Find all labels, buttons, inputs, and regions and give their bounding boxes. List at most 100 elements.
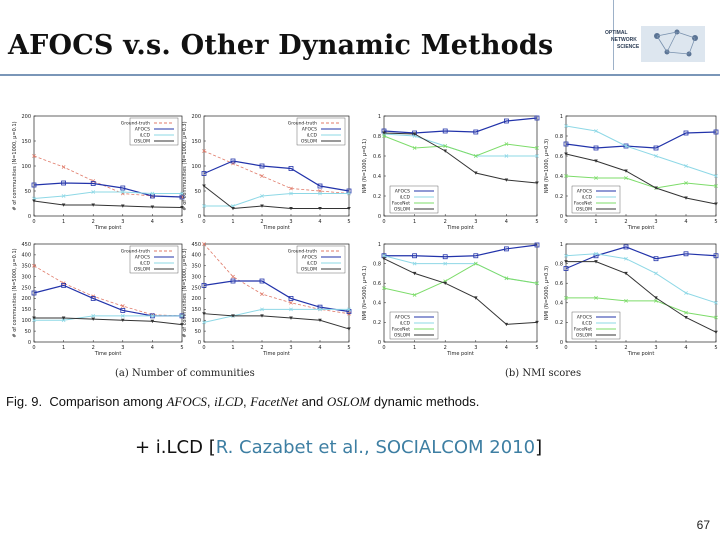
data-point [231,207,235,211]
y-tick-label: 0 [560,340,563,346]
legend-box [296,117,346,146]
x-axis-label: Time point [627,351,655,357]
y-tick-label: 350 [191,264,201,270]
data-point [120,313,125,318]
x-axis-label: Time point [262,225,290,231]
data-point [288,166,294,171]
data-point [535,146,539,150]
data-point [473,154,478,158]
y-tick-label: 0 [198,340,201,346]
data-point [260,314,264,318]
data-point [91,203,95,207]
data-point [260,292,264,296]
series-line-afocs [203,160,350,192]
y-tick-label: 150 [21,307,31,313]
data-point [684,291,688,295]
data-point [61,318,66,323]
data-point [347,307,351,312]
data-point [231,274,235,279]
data-point [714,174,718,178]
chart-b-bottom-left: 0 0.2 0.4 0.6 0.8 1 0 1 2 3 4 5 Time point NMI (N=500… [362,242,540,357]
series-line-oslom [383,258,538,325]
data-point [504,322,509,327]
data-point [473,129,479,135]
data-point [61,194,66,198]
data-point [534,115,540,121]
data-point [684,164,688,168]
x-tick-label: 3 [474,219,477,225]
x-tick-label: 3 [474,345,477,351]
x-tick-label: 1 [231,345,234,351]
data-point [289,316,293,320]
legend-box [129,245,179,274]
series-line-ground-truth [203,150,350,194]
logo-text-line-2: NETWORK [611,37,637,43]
y-tick-label: 200 [191,296,201,302]
series-line-oslom [383,132,538,184]
data-point [32,199,36,203]
data-point [91,317,95,321]
series-line-ground-truth [33,265,183,317]
legend-label: FaceNet [392,327,410,333]
caption-prefix: Fig. 9. [6,394,43,409]
data-point [412,146,417,150]
legend-label: OSLOM [301,139,317,145]
data-point [594,251,598,256]
y-axis-label: NMI (N=5000, μ=0.1) [362,266,368,320]
y-tick-label: 300 [191,274,201,280]
y-axis-label: NMI (N=1000, μ=0.3) [544,139,550,193]
data-point [32,316,36,320]
x-tick-label: 2 [624,219,627,225]
data-point [202,320,206,325]
x-tick-label: 4 [505,345,508,351]
y-tick-label: 0.6 [373,154,381,160]
legend-label: AFOCS [577,189,592,195]
citation-link[interactable]: R. Cazabet et al., SOCIALCOM 2010 [215,437,536,458]
data-point [684,181,688,185]
data-point [594,159,598,163]
data-point [683,251,689,257]
x-tick-label: 4 [684,345,687,351]
data-point [91,179,96,183]
data-point [654,154,658,158]
legend-label: iLCD [582,195,593,201]
data-point [150,313,155,318]
legend-box [129,117,179,146]
x-tick-label: 2 [260,219,263,225]
data-point [563,141,569,147]
legend-box [389,185,439,214]
data-point [150,191,155,196]
legend-box [571,311,621,340]
legend-label: AFOCS [577,315,592,321]
x-tick-label: 2 [92,219,95,225]
x-tick-label: 1 [594,345,597,351]
x-tick-label: 0 [202,345,205,351]
legend-label: iLCD [140,133,151,139]
legend-label: AFOCS [302,255,317,261]
data-point [563,266,569,271]
series-line-afocs [383,117,538,134]
data-point [179,194,185,200]
series-line-ilcd [33,191,182,199]
y-tick-label: 200 [21,296,31,302]
chart-a-bottom-left: 0 50 100 150 200 250 300 350 400 450 0 1 2 3 4 5 Time po… [12,242,185,357]
y-tick-label: 100 [191,164,201,170]
y-tick-label: 250 [191,285,201,291]
subcaption-a: (a) Number of communities [115,368,255,379]
chart-b-top-right: 0 0.2 0.4 0.6 0.8 1 0 1 2 3 4 5 Time point NMI (N=100… [544,114,719,231]
x-tick-label: 5 [535,345,538,351]
data-point [259,278,265,284]
legend-label: iLCD [400,321,411,327]
y-tick-label: 0.4 [555,301,563,307]
x-tick-label: 0 [564,345,567,351]
series-line-afocs [384,244,538,258]
logo-text-line-3: SCIENCE [617,44,640,50]
data-point [318,191,322,196]
x-axis-label: Time point [446,351,474,357]
legend-label: FaceNet [574,201,592,207]
title-underline [0,74,720,76]
data-point [653,256,659,262]
data-point [260,204,264,208]
data-point [121,318,125,323]
